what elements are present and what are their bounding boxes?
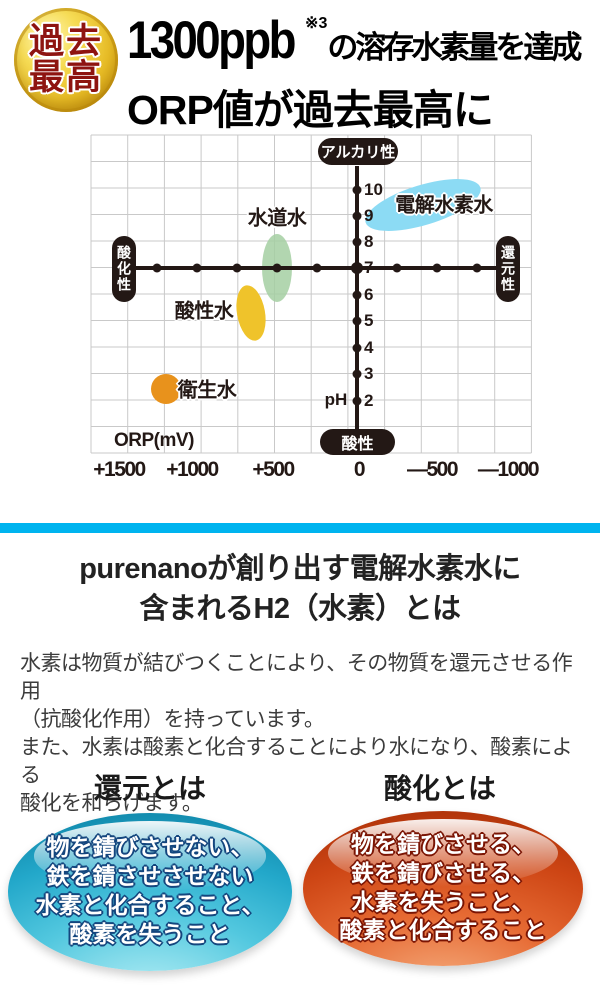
orp-tick-zero: 0 bbox=[353, 458, 366, 481]
oxidation-line-4: 酸素と化合すること bbox=[339, 917, 547, 945]
badge-text-top: 過去 bbox=[28, 21, 103, 63]
badge-text-bottom: 最高 bbox=[28, 57, 103, 98]
hydrogen-water-region bbox=[365, 179, 481, 231]
ph-tick-3: 3 bbox=[364, 364, 374, 383]
reduction-heading: 還元とは bbox=[93, 772, 206, 805]
ph-tick-6: 6 bbox=[364, 285, 374, 304]
headline-suffix: の溶存水素量を達成 bbox=[327, 30, 582, 65]
sanitary-water-region bbox=[151, 374, 181, 404]
oxidation-line-1: 物を錆びさせる、 bbox=[351, 830, 535, 858]
acid-water-region bbox=[236, 285, 266, 341]
orp-axis-unit: ORP(mV) bbox=[114, 430, 194, 451]
oxidation-bubble-text: 物を錆びさせる、 鉄を錆びさせる、 水素を失うこと、 酸素と化合すること bbox=[340, 831, 547, 947]
headline-footnote-marker: ※3 bbox=[305, 15, 328, 32]
orp-tick-plus1000: +1000 bbox=[166, 458, 219, 481]
axis-dots bbox=[152, 185, 482, 406]
section-title-line1: purenanoが創り出す電解水素水に bbox=[79, 553, 521, 585]
orp-tick-minus1000: —1000 bbox=[477, 458, 540, 481]
body-line-3: また、水素は酸素と化合することにより水になり、酸素による bbox=[20, 736, 573, 787]
ph-tick-10: 10 bbox=[364, 180, 383, 199]
sanitary-water-label: 衛生水 bbox=[177, 379, 237, 402]
ph-tick-7: 7 bbox=[364, 258, 374, 277]
record-gold-badge: 過去 最高 bbox=[14, 8, 118, 112]
alkaline-axis-pill: アルカリ性 bbox=[318, 138, 398, 165]
body-line-1: 水素は物質が結びつくことにより、その物質を還元させる作用 bbox=[20, 652, 573, 703]
headline-value: 1300ppb bbox=[127, 11, 296, 70]
acid-axis-pill: 酸性 bbox=[320, 429, 395, 455]
orp-tick-plus500: +500 bbox=[252, 458, 295, 481]
headline-orp-record: ORP値が過去最高に bbox=[127, 87, 494, 133]
orp-tick-plus1500: +1500 bbox=[93, 458, 146, 481]
section-title: purenanoが創り出す電解水素水に 含まれるH2（水素）とは bbox=[0, 549, 600, 629]
body-line-4: 酸化を和らげます。 bbox=[20, 792, 203, 815]
orp-tick-minus500: —500 bbox=[406, 458, 459, 481]
ph-tick-9: 9 bbox=[364, 206, 374, 225]
ph-tick-5: 5 bbox=[364, 311, 374, 330]
ph-axis-unit: pH bbox=[324, 390, 348, 409]
section-title-line2: 含まれるH2（水素）とは bbox=[139, 593, 461, 626]
oxidation-bubble: 物を錆びさせる、 鉄を錆びさせる、 水素を失うこと、 酸素と化合すること bbox=[303, 811, 583, 966]
oxidizing-axis-pill: 酸化性 bbox=[112, 236, 136, 302]
oxidation-line-2: 鉄を錆びさせる、 bbox=[351, 859, 535, 887]
reduction-bubble: 物を錆びさせない、 鉄を錆させさせない 水素と化合すること、 酸素を失うこと bbox=[8, 813, 292, 971]
ph-orp-chart-canvas bbox=[90, 134, 532, 454]
reduction-bubble-text: 物を錆びさせない、 鉄を錆させさせない 水素と化合すること、 酸素を失うこと bbox=[35, 834, 264, 950]
reduction-line-3: 水素と化合すること、 bbox=[35, 892, 265, 919]
tap-water-label: 水道水 bbox=[247, 207, 307, 230]
ph-tick-4: 4 bbox=[364, 338, 374, 357]
oxidation-heading: 酸化とは bbox=[383, 772, 496, 805]
oxidation-line-3: 水素を失うこと、 bbox=[351, 888, 535, 916]
ph-tick-2: 2 bbox=[364, 391, 374, 410]
reduction-line-2: 鉄を錆させさせない bbox=[46, 863, 254, 891]
reduction-line-1: 物を錆びさせない、 bbox=[46, 834, 254, 862]
ph-orp-chart: アルカリ性 酸性 酸化性 還元性 電解水素水 水道水 酸性水 衛生水 10 9 … bbox=[0, 130, 600, 485]
cyan-divider-bar bbox=[0, 523, 600, 533]
body-line-2: （抗酸化作用）を持っています。 bbox=[20, 708, 325, 731]
reduction-line-4: 酸素を失うこと bbox=[69, 920, 231, 948]
reducing-axis-pill: 還元性 bbox=[496, 236, 520, 302]
hydrogen-description: 水素は物質が結びつくことにより、その物質を還元させる作用 （抗酸化作用）を持って… bbox=[20, 650, 586, 818]
acid-water-label: 酸性水 bbox=[174, 300, 234, 323]
headline-achievement: 1300ppb ※3の溶存水素量を達成 bbox=[127, 10, 582, 71]
hydrogen-water-label: 電解水素水 bbox=[395, 194, 493, 217]
ph-tick-8: 8 bbox=[364, 232, 374, 251]
